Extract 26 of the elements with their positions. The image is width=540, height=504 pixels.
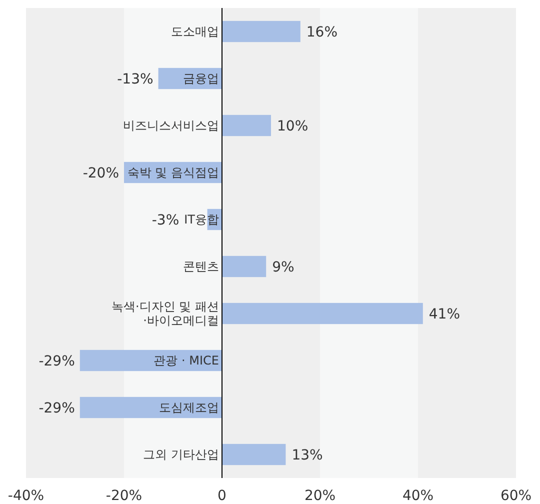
y-tick-label: 금융업 [183, 72, 219, 86]
data-label: -20% [82, 166, 119, 182]
y-tick-label: 비즈니스서비스업 [123, 118, 219, 132]
x-tick-label: -20% [106, 488, 142, 504]
data-label: -29% [38, 400, 75, 416]
data-label: 13% [292, 448, 323, 464]
x-tick-label: 20% [304, 488, 336, 504]
y-tick-label: 관광 · MICE [154, 354, 219, 368]
data-label: 9% [272, 260, 294, 276]
y-tick-label: 도심제조업 [159, 400, 219, 414]
y-tick-label: 녹색·디자인 및 패션 ·바이오메디컬 [112, 300, 219, 328]
y-tick-label: 그외 기타산업 [143, 448, 219, 462]
data-label: -29% [38, 354, 75, 370]
x-tick-label: 0 [218, 488, 226, 504]
data-label: 10% [277, 118, 308, 134]
data-label: 41% [428, 306, 460, 322]
y-tick-label: 콘텐츠 [183, 260, 219, 274]
y-tick-label: 도소매업 [171, 24, 219, 38]
x-tick-label: 40% [402, 488, 434, 504]
data-label: -3% [152, 212, 180, 228]
x-tick-label: 60% [500, 488, 532, 504]
data-label: -13% [117, 72, 154, 88]
y-tick-label: IT융합 [184, 212, 219, 226]
data-label: 16% [306, 24, 338, 40]
y-tick-label: 숙박 및 음식점업 [127, 166, 219, 180]
x-tick-label: -40% [8, 488, 44, 504]
